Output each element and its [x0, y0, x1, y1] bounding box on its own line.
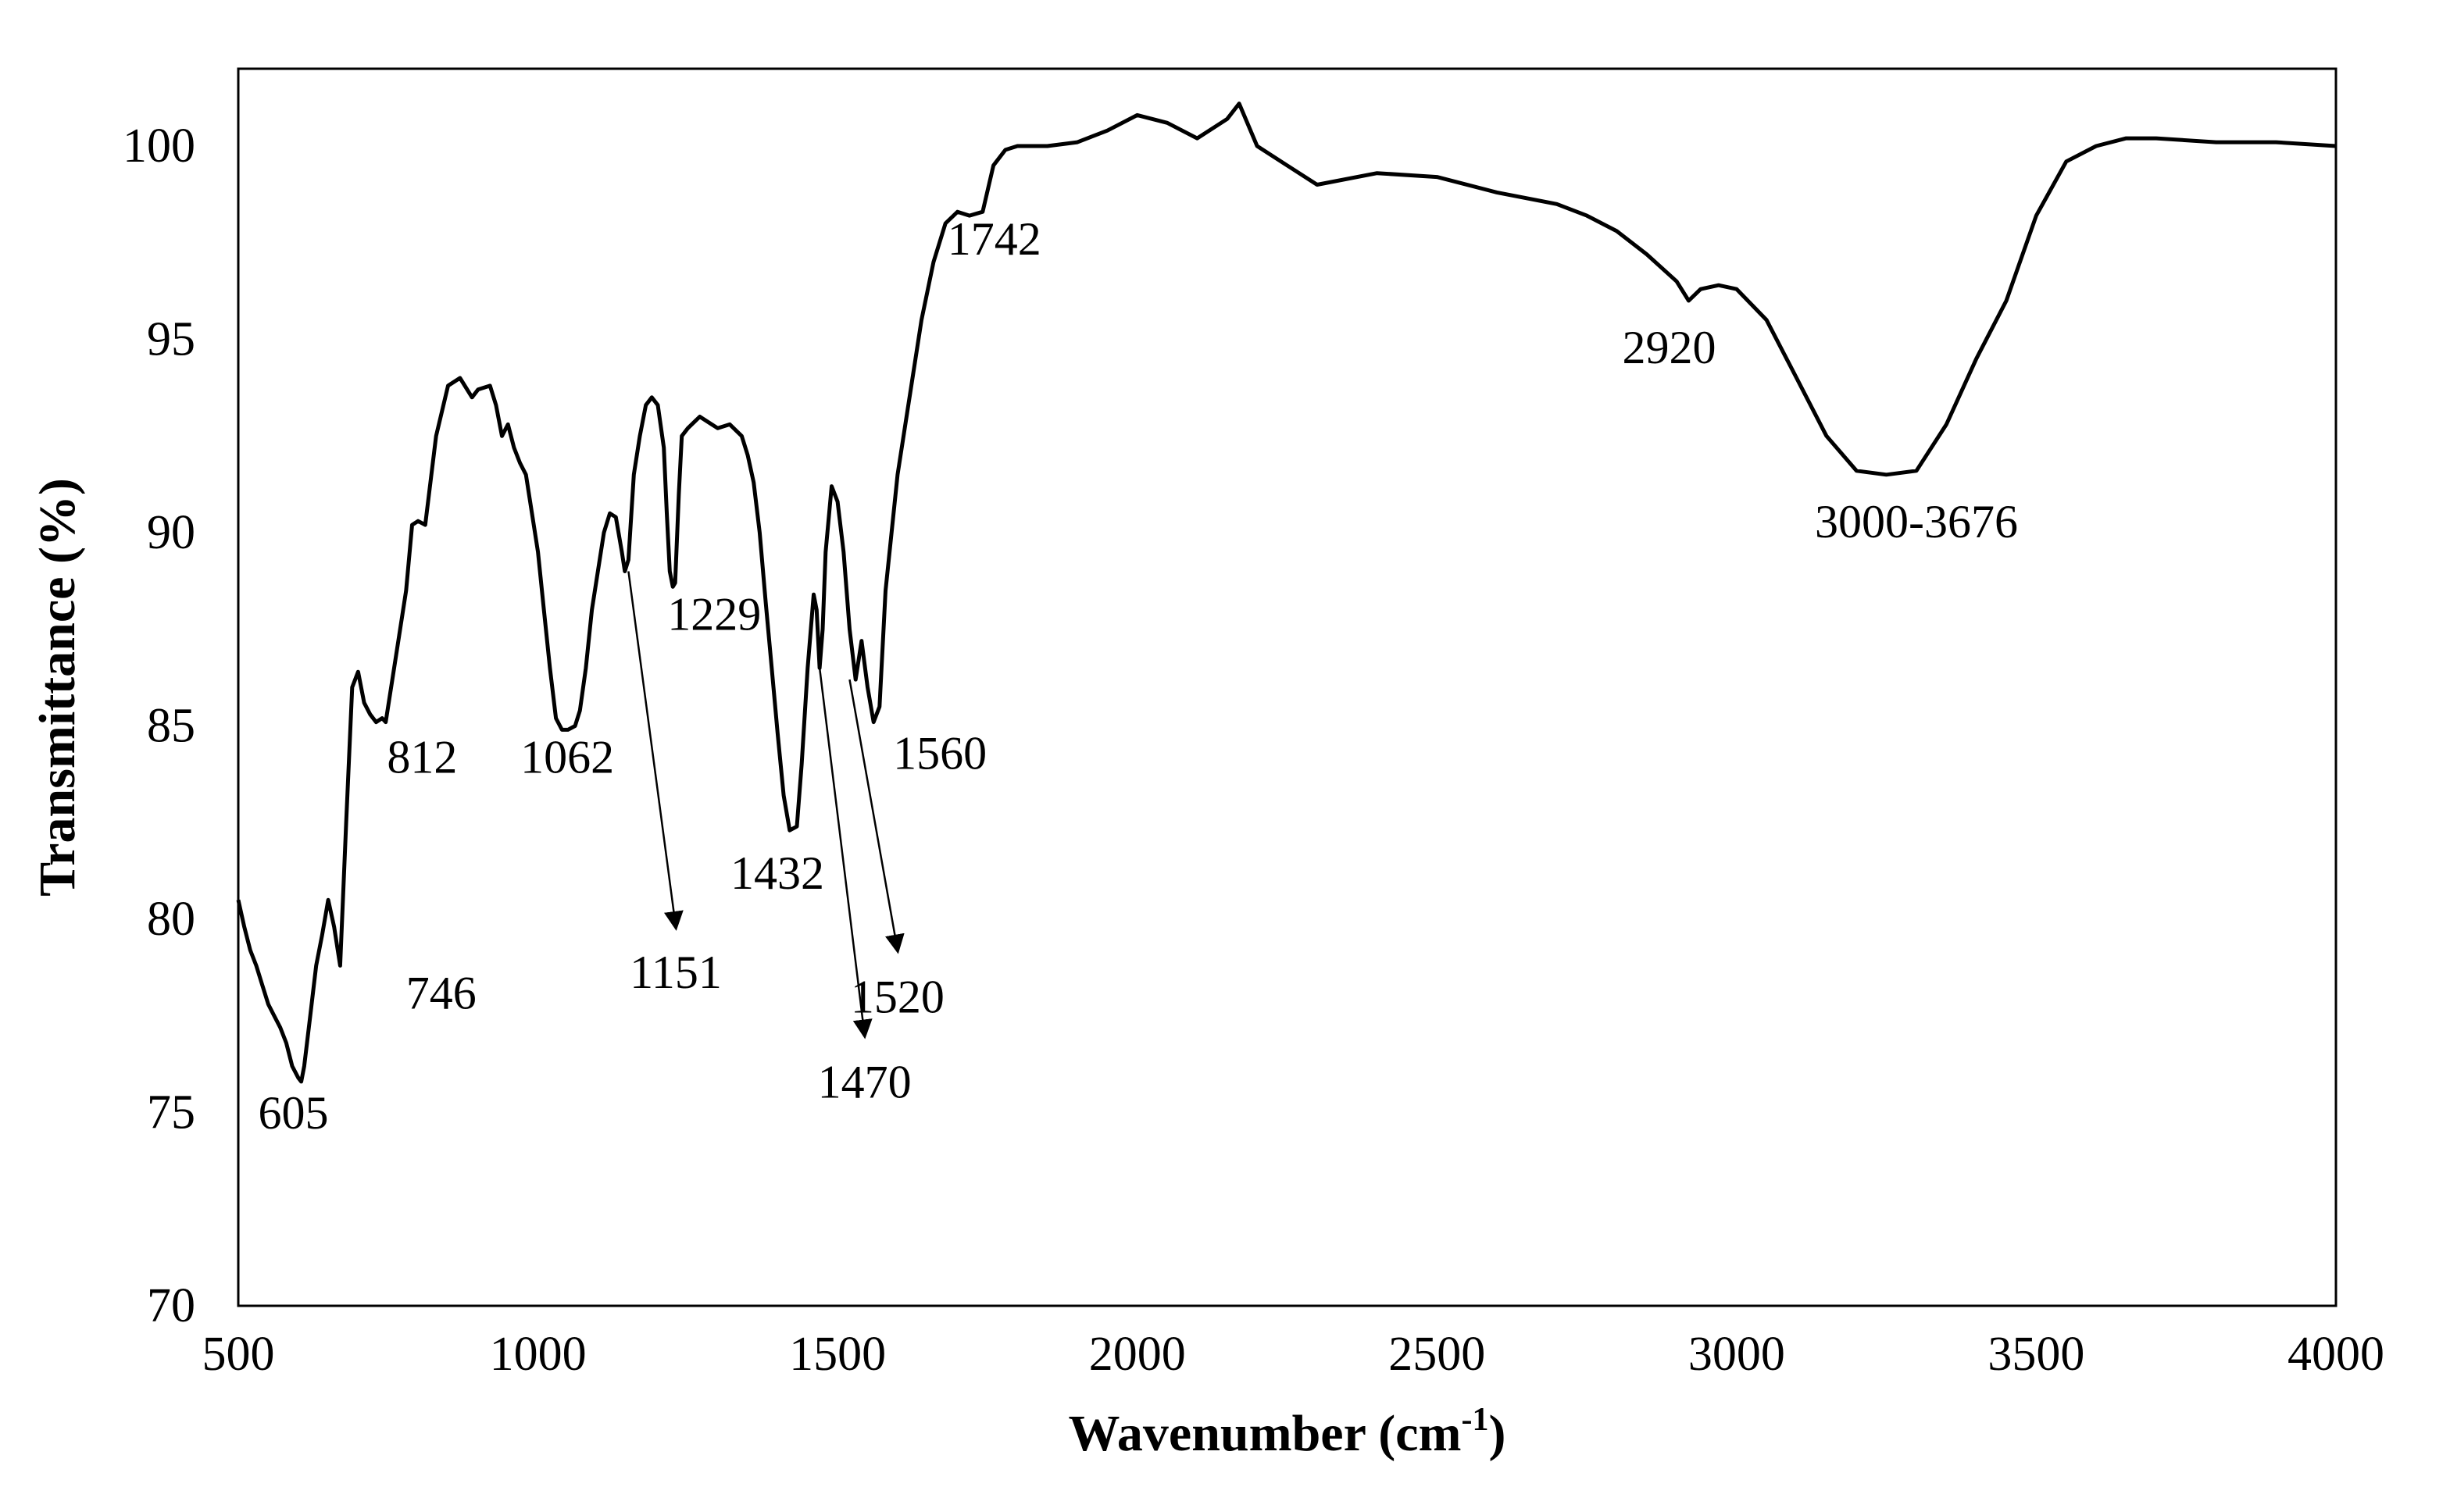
peak-label: 3000-3676	[1815, 496, 2018, 547]
peak-label: 1229	[667, 588, 761, 640]
x-tick-label: 3000	[1688, 1328, 1785, 1381]
x-tick-label: 500	[202, 1328, 275, 1381]
peak-label: 1560	[893, 728, 987, 779]
peak-label: 1742	[948, 213, 1041, 265]
peak-label: 2920	[1622, 322, 1716, 373]
annotation-arrow	[818, 668, 873, 1040]
y-axis-ticks: 70 75 80 85 90 95 100	[123, 119, 195, 1332]
x-axis-title: Wavenumber (cm-1)	[1069, 1402, 1506, 1462]
peak-label: 812	[387, 732, 457, 783]
peak-label: 1520	[851, 972, 945, 1023]
x-axis-title-main: Wavenumber (cm	[1069, 1405, 1462, 1462]
y-tick-label: 90	[147, 506, 195, 559]
x-tick-label: 1500	[789, 1328, 886, 1381]
x-tick-label: 1000	[490, 1328, 587, 1381]
y-tick-label: 100	[123, 119, 195, 173]
x-axis-title-sup: -1	[1461, 1402, 1488, 1438]
x-axis-title-close: )	[1488, 1405, 1505, 1462]
x-tick-label: 2000	[1089, 1328, 1186, 1381]
y-tick-label: 70	[147, 1279, 195, 1332]
y-tick-label: 75	[147, 1086, 195, 1139]
x-tick-label: 3500	[1988, 1328, 2084, 1381]
plot-area	[237, 67, 2338, 1307]
peak-label: 1151	[630, 947, 722, 998]
x-tick-label: 4000	[2288, 1328, 2384, 1381]
spectrum-line	[236, 102, 2337, 1084]
peak-label: 1432	[730, 847, 824, 899]
peak-label: 605	[259, 1087, 329, 1139]
peak-annotations: 605 746 812 1062 1151 1229 1432 1470 1520 1560 174…	[259, 213, 2018, 1139]
x-axis-ticks: 500 1000 1500 2000 2500 3000 3500 4000	[202, 1328, 2385, 1381]
y-tick-label: 85	[147, 700, 195, 753]
annotation-arrow	[627, 571, 684, 931]
peak-label: 746	[406, 967, 477, 1018]
peak-label: 1470	[818, 1057, 912, 1108]
y-tick-label: 95	[147, 313, 195, 366]
y-tick-label: 80	[147, 893, 195, 946]
x-tick-label: 2500	[1388, 1328, 1485, 1381]
annotation-arrow	[848, 679, 905, 954]
y-axis-title: Transmittance (%)	[29, 478, 86, 897]
peak-label: 1062	[520, 732, 614, 783]
